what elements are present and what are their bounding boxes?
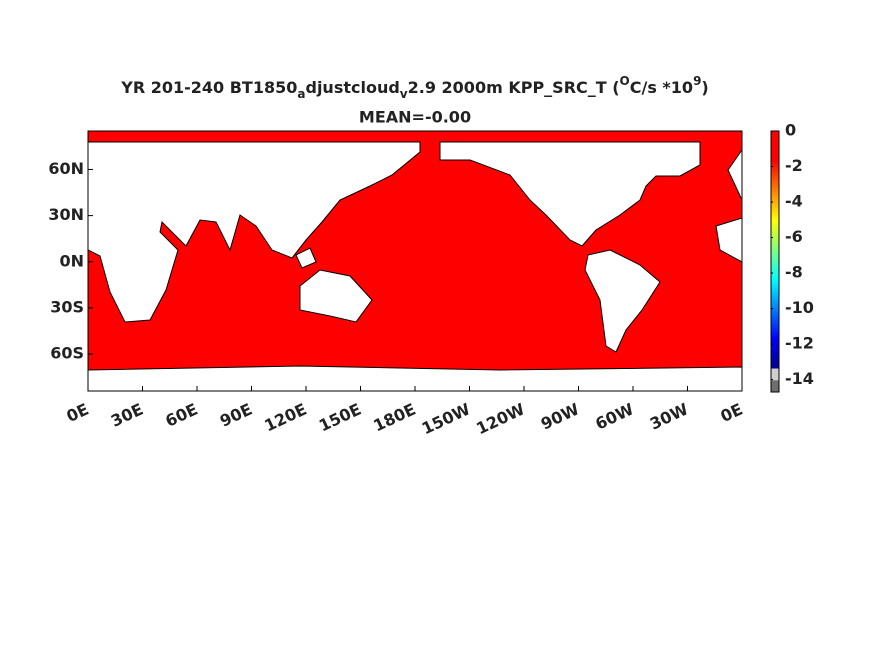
australia <box>299 269 373 323</box>
x-tick-label: 0E <box>64 399 92 426</box>
title-part: a <box>297 87 305 101</box>
x-tick-label: 90E <box>217 399 255 430</box>
title-part: O <box>620 74 630 88</box>
title: YR 201-240 BT1850adjustcloudv2.9 2000m K… <box>120 74 708 101</box>
x-tick-label: 120W <box>473 399 528 438</box>
x-tick-label: 180E <box>370 399 418 435</box>
subtitle: MEAN=-0.00 <box>359 108 471 127</box>
title-part: v <box>400 87 408 101</box>
title-part: 2.9 2000m KPP_SRC_T ( <box>408 78 620 97</box>
y-tick-label: 60N <box>48 159 84 178</box>
borneo <box>295 247 317 269</box>
y-tick-label: 30S <box>50 297 84 316</box>
y-tick-label: 30N <box>48 205 84 224</box>
title-part: ) <box>701 78 708 97</box>
title-part: C/s *10 <box>630 78 693 97</box>
colorbar-gradient <box>771 131 779 369</box>
north-america <box>439 141 701 247</box>
colorbar-tick-label: -8 <box>785 263 803 282</box>
y-tick-label: 60S <box>50 344 84 363</box>
colorbar-tick-label: -14 <box>785 369 814 388</box>
x-tick-label: 60E <box>162 399 200 430</box>
y-tick-label: 0N <box>59 251 84 270</box>
colorbar-tick-label: -6 <box>785 227 803 246</box>
colorbar-frame <box>770 130 780 393</box>
x-tick-label: 0E <box>718 399 746 426</box>
eurasia-africa <box>87 141 421 323</box>
title-part: YR 201-240 BT1850 <box>120 78 297 97</box>
x-tick-label: 150W <box>419 399 474 438</box>
x-tick-label: 30E <box>108 399 146 430</box>
colorbar-tick-label: -4 <box>785 192 803 211</box>
x-tick-label: 90W <box>538 399 583 433</box>
colorbar-tick-label: -10 <box>785 298 814 317</box>
colorbar-gray <box>771 368 779 381</box>
x-tick-label: 150E <box>316 399 364 435</box>
title-part: djustcloud <box>305 78 399 97</box>
colorbar-tick-label: 0 <box>785 121 796 140</box>
x-tick-label: 30W <box>647 399 692 433</box>
colorbar-tick-label: -2 <box>785 156 803 175</box>
map <box>87 130 743 392</box>
colorbar: 0 -2 -4 -6 -8 -10 -12 -14 <box>770 121 814 393</box>
south-america <box>584 249 661 353</box>
colorbar-tick-label: -12 <box>785 334 814 353</box>
x-tick-label: 120E <box>261 399 309 435</box>
x-tick-label: 60W <box>592 399 637 433</box>
colorbar-darkgray <box>771 380 779 392</box>
title-part: 9 <box>693 74 701 88</box>
